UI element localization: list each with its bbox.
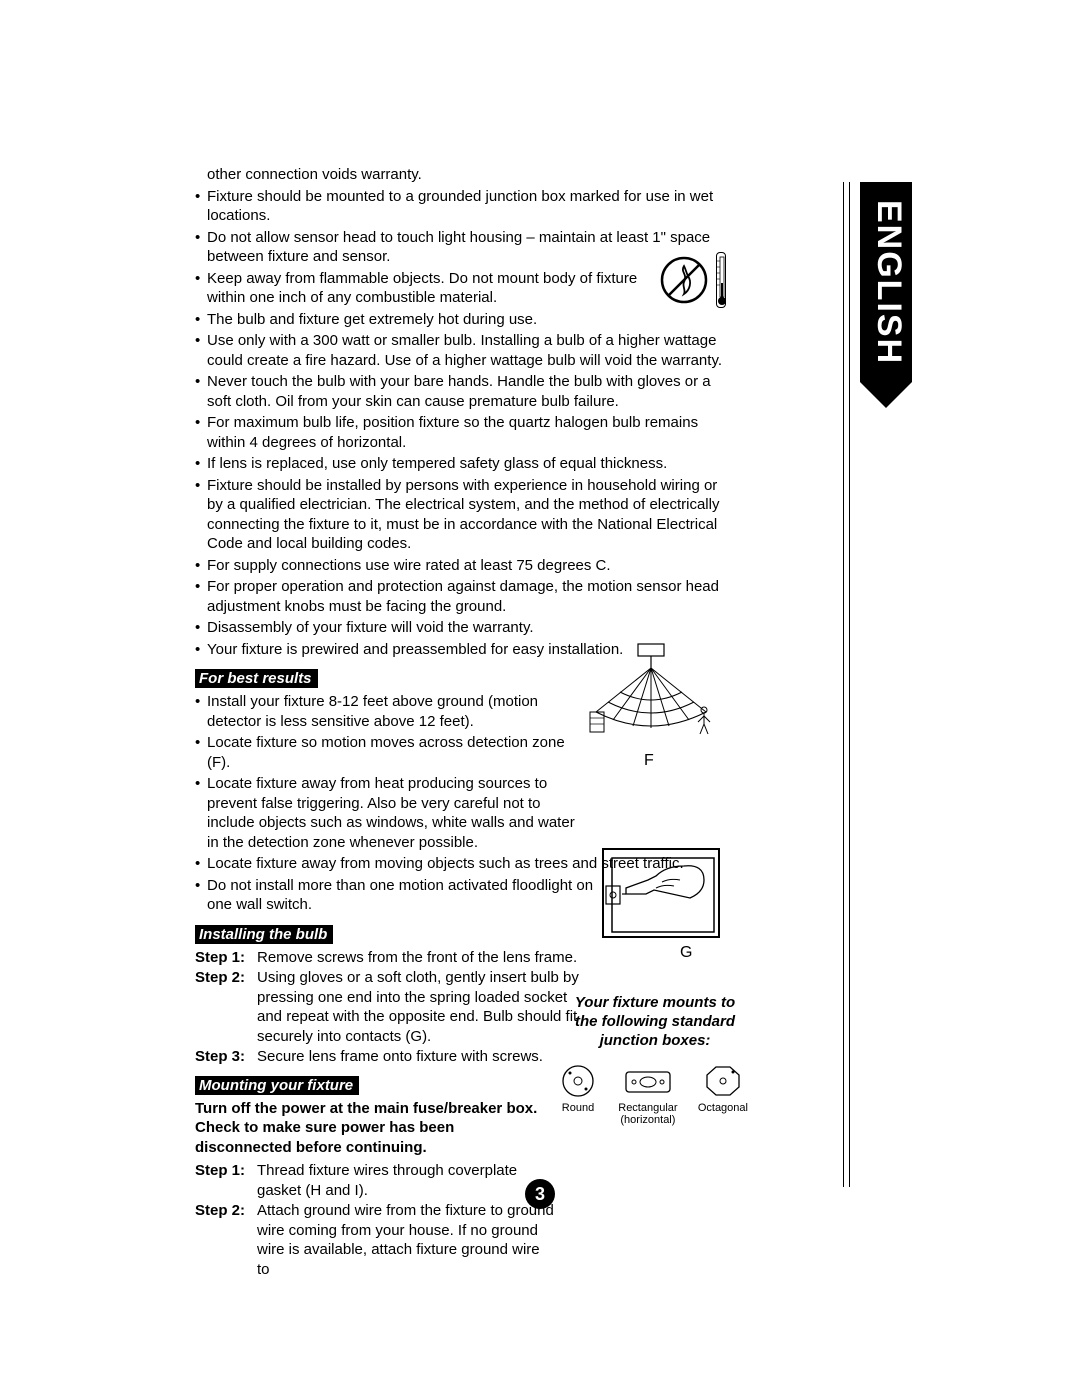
bullet-item: Keep away from flammable objects. Do not… <box>195 269 645 308</box>
bullet-item: Fixture should be mounted to a grounded … <box>195 187 735 226</box>
bullet-item: For supply connections use wire rated at… <box>195 556 735 576</box>
bullet-item: The bulb and fixture get extremely hot d… <box>195 310 735 330</box>
step-row: Step 2: Using gloves or a soft cloth, ge… <box>195 968 595 1046</box>
step-label: Step 3: <box>195 1047 257 1067</box>
bullet-item: For proper operation and protection agai… <box>195 577 735 616</box>
step-row: Step 2: Attach ground wire from the fixt… <box>195 1201 555 1279</box>
step-label: Step 1: <box>195 1161 257 1200</box>
step-text: Secure lens frame onto fixture with scre… <box>257 1047 735 1067</box>
bullet-item: Do not allow sensor head to touch light … <box>195 228 735 267</box>
divider-line <box>849 182 850 1187</box>
step-text: Remove screws from the front of the lens… <box>257 948 735 968</box>
step-label: Step 2: <box>195 1201 257 1279</box>
step-row: Step 1: Remove screws from the front of … <box>195 948 735 968</box>
step-row: Step 1: Thread fixture wires through cov… <box>195 1161 555 1200</box>
bullet-item: Your fixture is prewired and preassemble… <box>195 640 735 660</box>
best-results-bullets: Install your fixture 8-12 feet above gro… <box>195 692 735 915</box>
step-label: Step 1: <box>195 948 257 968</box>
page-number: 3 <box>525 1179 555 1209</box>
step-text: Thread fixture wires through coverplate … <box>257 1161 555 1200</box>
bullet-item: For maximum bulb life, position fixture … <box>195 413 735 452</box>
bullet-item: other connection voids warranty. <box>195 165 735 185</box>
bullet-item: Fixture should be installed by persons w… <box>195 476 735 554</box>
power-warning: Turn off the power at the main fuse/brea… <box>195 1099 555 1158</box>
bullet-item: Use only with a 300 watt or smaller bulb… <box>195 331 735 370</box>
step-text: Using gloves or a soft cloth, gently ins… <box>257 968 595 1046</box>
divider-line <box>843 182 844 1187</box>
bullet-item: If lens is replaced, use only tempered s… <box>195 454 735 474</box>
section-best-results: For best results <box>195 669 318 688</box>
language-tab-label: ENGLISH <box>869 200 908 365</box>
step-text: Attach ground wire from the fixture to g… <box>257 1201 555 1279</box>
page-content: other connection voids warranty. Fixture… <box>195 165 735 1280</box>
step-label: Step 2: <box>195 968 257 1046</box>
bullet-item: Do not install more than one motion acti… <box>195 876 615 915</box>
section-installing-bulb: Installing the bulb <box>195 925 333 944</box>
bullet-item: Disassembly of your fixture will void th… <box>195 618 735 638</box>
step-row: Step 3: Secure lens frame onto fixture w… <box>195 1047 735 1067</box>
bullet-item: Never touch the bulb with your bare hand… <box>195 372 735 411</box>
section-mounting: Mounting your fixture <box>195 1076 359 1095</box>
bullet-item: Locate fixture away from heat producing … <box>195 774 585 852</box>
bullet-item: Locate fixture away from moving objects … <box>195 854 735 874</box>
bullet-item: Install your fixture 8-12 feet above gro… <box>195 692 585 731</box>
bullet-item: Locate fixture so motion moves across de… <box>195 733 585 772</box>
safety-bullets: other connection voids warranty. Fixture… <box>195 165 735 659</box>
